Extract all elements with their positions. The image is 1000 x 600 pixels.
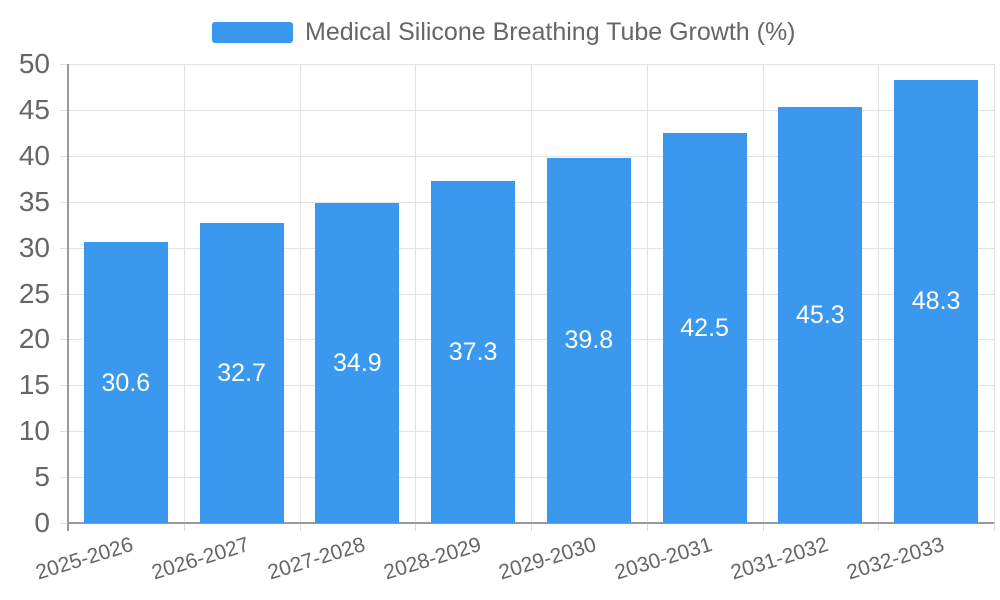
gridline-vertical <box>762 64 764 523</box>
gridline-vertical <box>878 64 880 523</box>
x-tick-label: 2027-2028 <box>265 533 368 585</box>
gridline-vertical <box>183 64 185 523</box>
bar-value-label: 30.6 <box>101 368 151 397</box>
y-axis-tick <box>60 109 68 111</box>
y-axis-tick <box>60 523 68 524</box>
x-axis-tick <box>299 523 301 531</box>
x-tick-label: 2032-2033 <box>843 533 947 585</box>
x-tick-label: 2029-2030 <box>496 533 600 585</box>
y-tick-label: 15 <box>18 369 50 401</box>
y-tick-label: 30 <box>18 231 50 263</box>
x-tick-label: 2025-2026 <box>33 533 137 585</box>
y-tick-label: 50 <box>18 48 50 79</box>
bar[interactable]: 45.3 <box>778 107 863 523</box>
legend-swatch-icon[interactable] <box>212 21 293 43</box>
y-tick-label: 25 <box>18 277 50 309</box>
x-axis-tick <box>183 523 185 531</box>
x-axis-tick <box>878 523 880 531</box>
x-tick-label: 2026-2027 <box>149 533 253 585</box>
gridline-vertical <box>299 64 301 523</box>
y-axis-tick <box>60 339 68 341</box>
gridline-vertical <box>994 64 995 523</box>
bar-value-label: 42.5 <box>680 313 729 342</box>
y-axis-tick <box>60 385 68 387</box>
y-axis-tick <box>60 64 68 65</box>
y-axis-line <box>67 64 69 531</box>
y-tick-label: 35 <box>18 185 50 217</box>
gridline-vertical <box>646 64 648 523</box>
x-axis-tick <box>531 523 532 531</box>
y-tick-label: 20 <box>18 323 50 355</box>
y-axis-tick <box>60 477 68 479</box>
y-tick-label: 10 <box>18 415 50 447</box>
y-tick-label: 5 <box>34 461 50 493</box>
y-axis-tick <box>60 247 68 249</box>
x-axis-tick <box>762 523 764 531</box>
x-tick-label: 2028-2029 <box>380 533 484 585</box>
legend-label: Medical Silicone Breathing Tube Growth (… <box>305 17 796 46</box>
y-tick-label: 45 <box>18 93 50 125</box>
bar[interactable]: 30.6 <box>83 242 168 523</box>
bar-value-label: 37.3 <box>448 337 498 366</box>
bar[interactable]: 48.3 <box>894 79 979 523</box>
x-axis-tick <box>994 523 995 531</box>
bar-value-label: 45.3 <box>796 301 845 330</box>
legend[interactable]: Medical Silicone Breathing Tube Growth (… <box>212 17 796 47</box>
y-tick-label: 40 <box>18 139 50 171</box>
x-tick-label: 2030-2031 <box>612 533 716 585</box>
y-tick-label: 0 <box>34 507 50 538</box>
bar[interactable]: 32.7 <box>199 222 284 523</box>
y-axis-tick <box>60 293 68 295</box>
bar[interactable]: 37.3 <box>431 180 516 523</box>
x-axis-tick <box>646 523 648 531</box>
bar-value-label: 48.3 <box>911 287 961 316</box>
y-axis-tick <box>60 201 68 203</box>
bar-value-label: 32.7 <box>217 358 266 387</box>
y-axis-tick <box>60 155 68 157</box>
bar-value-label: 39.8 <box>564 326 614 355</box>
x-axis-line <box>68 522 994 524</box>
gridline-vertical <box>415 64 417 523</box>
x-axis-tick <box>415 523 417 531</box>
bar[interactable]: 39.8 <box>546 157 631 523</box>
bar[interactable]: 34.9 <box>315 202 400 523</box>
y-axis-tick <box>60 431 68 433</box>
bar-value-label: 34.9 <box>333 348 382 377</box>
gridline-vertical <box>531 64 532 523</box>
x-tick-label: 2031-2032 <box>728 533 831 585</box>
bar[interactable]: 42.5 <box>662 132 747 523</box>
